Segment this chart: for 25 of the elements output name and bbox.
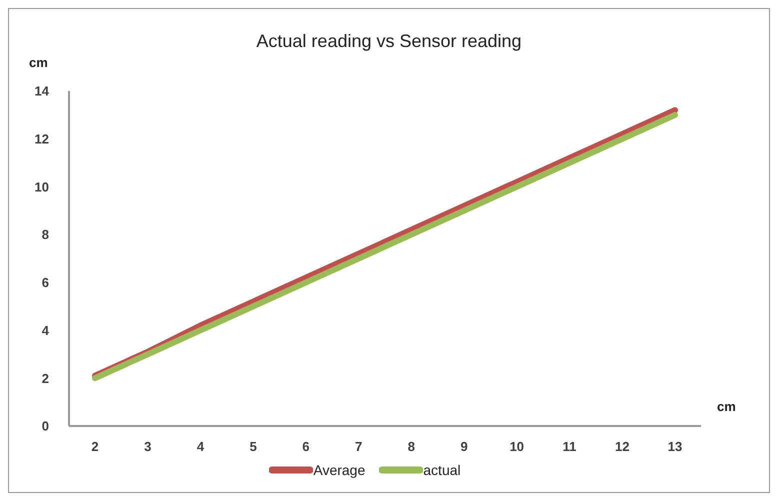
x-tick-label: 13 [668, 439, 682, 454]
x-axis-title: cm [717, 399, 736, 414]
x-tick-label: 6 [302, 439, 310, 454]
y-tick-label: 4 [42, 322, 50, 338]
x-tick-label: 5 [250, 439, 257, 454]
y-tick-label: 12 [34, 131, 49, 146]
chart-title: Actual reading vs Sensor reading [255, 31, 523, 52]
x-tick-label: 4 [196, 439, 205, 454]
x-tick-label: 10 [510, 439, 524, 454]
y-tick-label: 2 [42, 370, 49, 386]
y-tick-label: 6 [42, 275, 49, 290]
y-tick-label: 14 [34, 84, 50, 99]
y-axis-title: cm [29, 55, 48, 70]
y-tick-label: 0 [42, 418, 49, 434]
x-tick-label: 8 [408, 439, 415, 454]
x-tick-label: 3 [144, 439, 152, 454]
x-tick-label: 7 [355, 439, 362, 454]
x-tick-label: 2 [91, 439, 99, 454]
x-tick-label: 12 [615, 439, 630, 454]
legend-label: Average [313, 462, 366, 478]
x-tick-label: 11 [562, 439, 576, 454]
y-tick-label: 8 [42, 227, 49, 242]
legend-label: actual [423, 462, 461, 478]
y-tick-label: 10 [34, 179, 49, 194]
x-tick-label: 9 [460, 439, 468, 454]
